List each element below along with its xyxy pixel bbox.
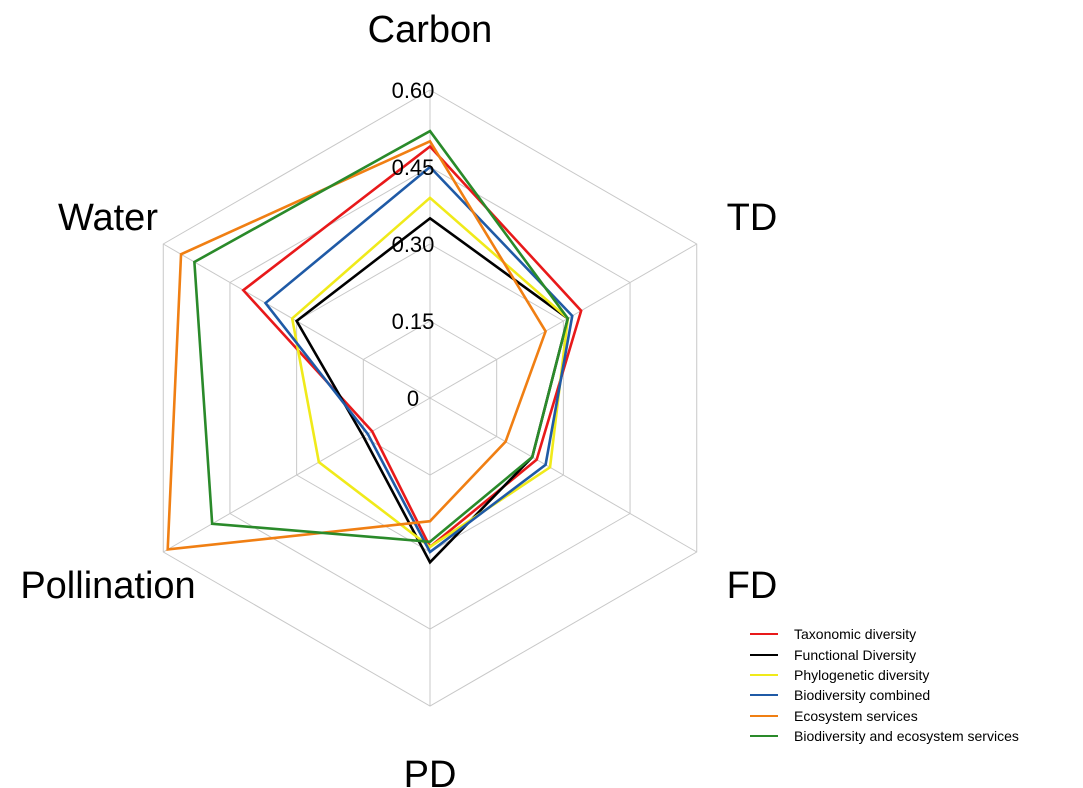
- legend-item: Phylogenetic diversity: [750, 665, 1019, 685]
- legend-swatch: [750, 694, 778, 697]
- axis-labels: Carbon TD FD PD Pollination Water: [20, 9, 777, 788]
- tick-label: 0: [407, 386, 419, 411]
- legend-label: Taxonomic diversity: [794, 626, 917, 643]
- tick-label: 0.60: [392, 78, 435, 103]
- radar-grid: [162, 89, 698, 707]
- axis-label: Water: [58, 197, 158, 239]
- legend-label: Functional Diversity: [794, 646, 917, 663]
- legend-item: Ecosystem services: [750, 706, 1019, 726]
- legend-swatch: [750, 714, 778, 717]
- grid-spoke: [163, 397, 431, 553]
- legend-swatch: [750, 653, 778, 656]
- legend-label: Phylogenetic diversity: [794, 666, 930, 683]
- axis-label: PD: [404, 754, 457, 788]
- axis-label: TD: [727, 197, 778, 239]
- tick-label: 0.15: [392, 309, 435, 334]
- legend-item: Functional Diversity: [750, 644, 1019, 664]
- series-line: [166, 139, 548, 551]
- radial-tick-labels: 0 0.15 0.30 0.45 0.60: [392, 78, 435, 411]
- legend-label: Biodiversity combined: [794, 687, 931, 704]
- radar-series: [166, 129, 583, 565]
- tick-label: 0.30: [392, 232, 435, 257]
- grid-spoke: [429, 243, 697, 399]
- series-line: [263, 165, 574, 554]
- axis-label: FD: [727, 565, 778, 607]
- legend-swatch: [750, 633, 778, 636]
- legend-swatch: [750, 673, 778, 676]
- axis-label: Carbon: [368, 9, 493, 51]
- legend-label: Biodiversity and ecosystem services: [794, 728, 1019, 745]
- axis-label: Pollination: [20, 565, 195, 607]
- series-line: [193, 129, 570, 544]
- grid-spoke: [429, 397, 697, 553]
- legend: Taxonomic diversity Functional Diversity P…: [750, 624, 1019, 746]
- tick-label: 0.45: [392, 155, 435, 180]
- legend-item: Biodiversity and ecosystem services: [750, 726, 1019, 746]
- legend-item: Taxonomic diversity: [750, 624, 1019, 644]
- legend-label: Ecosystem services: [794, 707, 918, 724]
- legend-item: Biodiversity combined: [750, 685, 1019, 705]
- legend-swatch: [750, 735, 778, 738]
